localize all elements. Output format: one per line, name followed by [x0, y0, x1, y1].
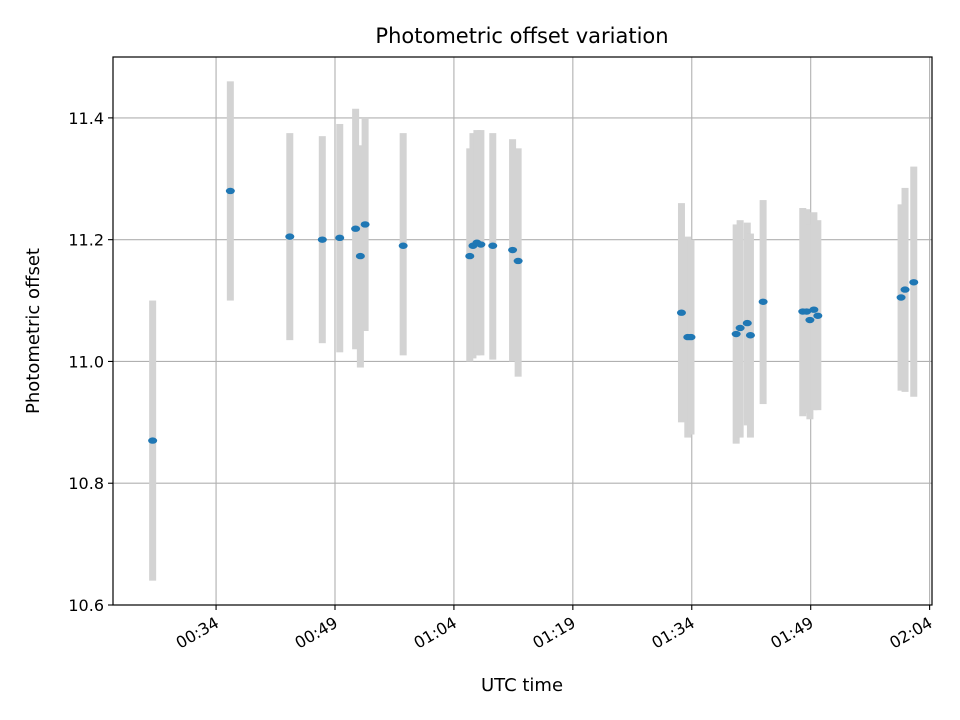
data-point [476, 241, 486, 248]
y-tick-label: 10.6 [68, 596, 104, 615]
data-point [335, 234, 345, 242]
data-point [686, 333, 696, 341]
data-point [360, 221, 370, 228]
data-point [813, 312, 823, 319]
data-point [488, 242, 498, 249]
y-tick-label: 11.2 [68, 231, 104, 250]
data-point [735, 324, 745, 332]
data-point [909, 279, 919, 286]
chart-title: Photometric offset variation [375, 24, 668, 48]
data-point [148, 437, 158, 444]
y-tick-label: 11.0 [68, 352, 104, 371]
data-point [285, 233, 295, 240]
data-point [745, 332, 755, 339]
data-point [900, 286, 910, 293]
data-point [508, 246, 518, 254]
data-point [398, 242, 408, 249]
y-tick-label: 11.4 [68, 109, 104, 128]
y-tick-label: 10.8 [68, 474, 104, 493]
y-axis-ticks: 10.6 10.8 11.0 11.2 11.4 [68, 109, 113, 615]
data-point [896, 294, 906, 301]
data-point [805, 316, 815, 324]
data-point [465, 252, 475, 260]
data-point [742, 319, 752, 327]
y-axis-title: Photometric offset [23, 248, 44, 414]
data-point [355, 252, 365, 260]
plot-area-frame [112, 56, 933, 606]
data-point [731, 330, 741, 338]
data-point [317, 236, 327, 243]
data-point [802, 308, 812, 315]
data-point [513, 257, 523, 265]
data-point [758, 298, 768, 305]
x-axis-title: UTC time [481, 675, 563, 696]
data-point [809, 306, 819, 313]
data-point [351, 225, 361, 232]
data-point [225, 187, 235, 195]
data-point [676, 309, 686, 316]
data-points [148, 187, 919, 444]
